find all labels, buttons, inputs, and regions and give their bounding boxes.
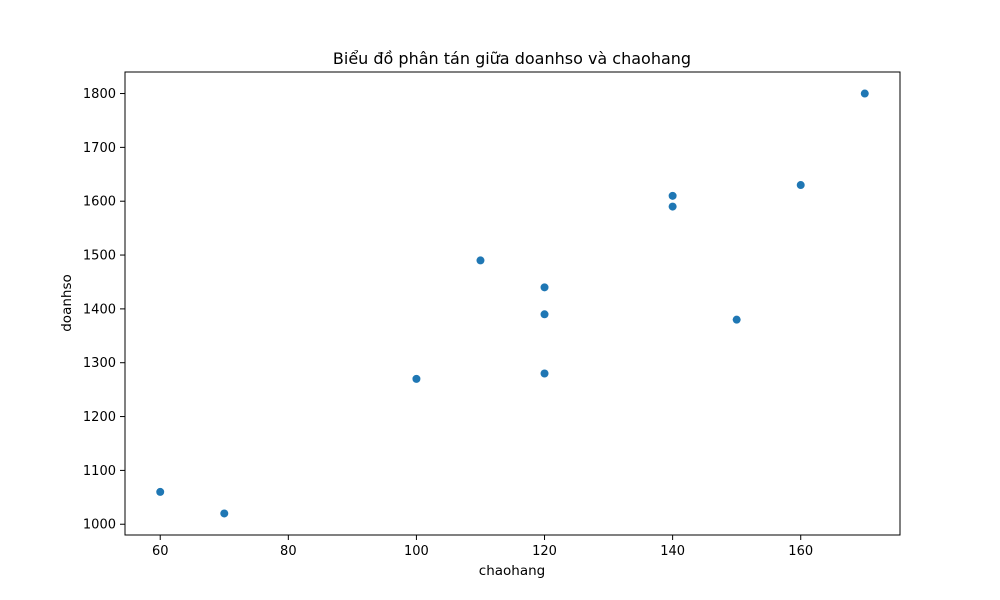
scatter-point (668, 202, 677, 211)
scatter-point (860, 89, 869, 98)
y-axis: 1000 1100 1200 1300 1400 1500 1600 1700 1800 (83, 87, 125, 533)
x-tick-label: 60 (152, 544, 169, 559)
scatter-point (540, 310, 549, 319)
x-tick-label: 140 (660, 544, 685, 559)
y-tick-label: 1800 (83, 87, 116, 102)
x-axis-label: chaohang (479, 563, 545, 579)
scatter-point (476, 256, 485, 265)
y-axis-label: doanhso (59, 274, 75, 332)
y-tick-label: 1300 (83, 356, 116, 371)
scatter-point (156, 487, 165, 496)
plot-area-frame (124, 71, 901, 536)
data-points (156, 89, 869, 518)
scatter-point (540, 369, 549, 378)
y-tick-label: 1500 (83, 249, 116, 264)
y-tick-label: 1600 (83, 195, 116, 210)
scatter-point (668, 191, 677, 200)
y-tick-label: 1200 (83, 410, 116, 425)
y-tick-label: 1100 (83, 464, 116, 479)
x-tick-label: 100 (404, 544, 429, 559)
scatter-point (732, 315, 741, 324)
scatter-point (220, 509, 229, 518)
scatter-point (412, 374, 421, 383)
y-tick-label: 1000 (83, 518, 116, 533)
scatter-point (796, 181, 805, 190)
y-tick-label: 1400 (83, 302, 116, 317)
x-axis: 60 80 100 120 140 160 (152, 535, 813, 559)
y-tick-label: 1700 (83, 141, 116, 156)
x-tick-label: 120 (532, 544, 557, 559)
chart-title: Biểu đồ phân tán giữa doanhso và chaohan… (333, 49, 691, 68)
x-tick-label: 80 (280, 544, 297, 559)
x-tick-label: 160 (788, 544, 813, 559)
scatter-point (540, 283, 549, 292)
